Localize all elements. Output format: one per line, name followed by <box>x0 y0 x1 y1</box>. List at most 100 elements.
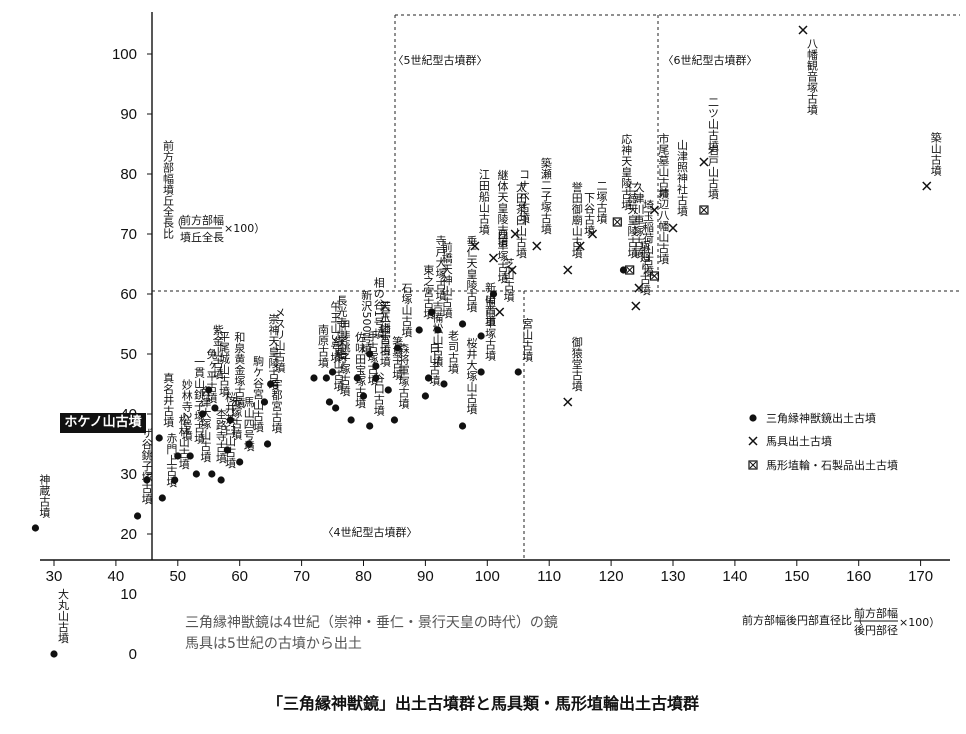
point-dot <box>434 326 442 334</box>
point-name-label: 和泉黄金塚古墳 <box>233 331 246 409</box>
point-dot <box>171 476 179 484</box>
axis-unit-labels: 前方部幅墳丘全長比（前方部幅墳丘全長×100）前方部幅後円部直径比（前方部幅後円… <box>162 139 941 637</box>
point-dot <box>310 374 318 382</box>
point-name-label: 太田茶臼山古墳 <box>515 181 528 259</box>
point-cross <box>798 25 808 35</box>
x-tick-label: 110 <box>537 568 561 585</box>
point-name-label: 老司古墳 <box>446 330 459 375</box>
point-dot <box>458 422 467 430</box>
point-name-label: 寺戸大塚古墳 <box>434 235 447 302</box>
y-tick-label: 0 <box>129 646 137 663</box>
point-name-label: メスリ山古墳 <box>273 307 286 374</box>
point-name-label: 紫金山古墳 <box>211 324 224 380</box>
point-name-label: 会津大塚山古墳 <box>199 385 212 463</box>
point-name-label: 芝山古墳 <box>502 258 515 303</box>
x-tick-label: 30 <box>46 568 63 585</box>
point-name-label: 神蔵古墳 <box>38 473 51 519</box>
x-tick-label: 40 <box>108 568 125 585</box>
point-cross <box>631 301 641 311</box>
point-dot <box>328 368 337 376</box>
era-regions: 〈5世紀型古墳群〉 〈6世紀型古墳群〉〈4世紀型古墳群〉 <box>152 14 960 560</box>
x-tick-label: 100 <box>475 568 500 585</box>
y-tick-label: 90 <box>120 106 137 123</box>
point-name-label: 森将軍塚古墳 <box>397 342 410 410</box>
point-name-label: 備前車塚古墳 <box>484 295 497 362</box>
point-cross <box>699 157 709 167</box>
point-dot <box>353 374 361 382</box>
point-name-label: 若八幡宮古墳 <box>378 301 391 368</box>
point-dot <box>415 326 423 334</box>
point-dot <box>143 476 151 484</box>
point-name-label: 新山古墳 <box>484 281 497 327</box>
point-cross <box>748 436 758 446</box>
x-tick-label: 140 <box>722 568 747 585</box>
x-tick-label: 70 <box>293 568 310 585</box>
point-cross <box>668 223 678 233</box>
point-name-label: 前方部幅墳丘全長比 <box>162 139 175 239</box>
point-dot <box>236 458 244 466</box>
point-name-label: 誉田御廟山古墳 <box>570 180 583 259</box>
point-name-label: コナベ古墳 <box>518 169 531 225</box>
point-name-label: 西車塚古墳 <box>496 229 509 285</box>
point-dot <box>267 380 275 388</box>
point-name-label: 岩戸山古墳 <box>706 143 719 200</box>
point-name-label: 馬山四号墳 <box>242 396 255 452</box>
point-cross <box>587 229 598 239</box>
point-cross <box>649 205 659 215</box>
x-unit-prefix: 前方部幅後円部直径比（ <box>742 613 863 627</box>
point-dot <box>208 470 216 478</box>
point-cross <box>470 241 480 251</box>
y-tick-label: 100 <box>112 46 137 63</box>
point-name-label: 八幡観音塚古墳 <box>805 38 818 116</box>
point-name-label: 手古塚古墳 <box>366 329 379 386</box>
x-tick-label: 170 <box>908 568 933 585</box>
legend-label: 馬具出土古墳 <box>766 434 832 448</box>
point-name-label: 平尾城山古墳 <box>217 331 230 398</box>
point-dot <box>372 362 380 370</box>
hokenoyama-highlight-label: ホケノ山古墳 <box>60 413 146 433</box>
point-dot <box>50 650 58 658</box>
y-unit-bottom: 墳丘全長 <box>180 230 224 244</box>
point-dot <box>366 350 374 358</box>
point-dot <box>158 494 166 502</box>
point-dot <box>749 414 757 422</box>
point-dot <box>366 422 374 430</box>
point-dot <box>359 392 368 400</box>
point-dot <box>133 512 142 520</box>
point-name-label: 桜井茶臼山古墳 <box>224 390 237 469</box>
point-dot <box>155 434 163 442</box>
point-dot <box>421 392 429 400</box>
y-unit-top: 前方部幅 <box>180 213 224 227</box>
x-tick-label: 150 <box>784 568 809 585</box>
point-name-label: 免ヶ平古墳 <box>205 347 218 404</box>
point-name-label: 継体天皇陵古墳 <box>496 168 509 247</box>
x-tick-label: 130 <box>660 568 685 585</box>
data-points <box>31 25 932 658</box>
x-tick-label: 60 <box>231 568 248 585</box>
x-unit-suffix: ×100） <box>899 616 940 629</box>
point-dot <box>263 440 272 448</box>
point-name-label: 二塚古墳 <box>595 180 608 225</box>
point-boxcross <box>748 460 758 470</box>
point-name-label: 宇都宮古墳 <box>270 378 283 434</box>
point-cross <box>510 229 520 239</box>
point-name-label: 江田船山古墳 <box>477 169 490 236</box>
point-dot <box>458 320 467 328</box>
point-name-label: 佐味田宝塚古墳 <box>354 330 367 409</box>
point-dot <box>489 290 498 298</box>
point-dot <box>347 416 355 424</box>
point-name-label: 天王山古墳 <box>378 301 391 357</box>
point-name-label: 赤門上古墳 <box>165 432 178 488</box>
point-name-label: 二ツ山古墳 <box>706 97 719 153</box>
point-cross <box>488 253 499 263</box>
point-name-label: 下谷古墳 <box>583 192 596 237</box>
point-name-label: 相の谷1号墳 <box>372 277 385 340</box>
point-dot <box>31 524 40 532</box>
point-name-label: 一貫山銚子塚古墳 <box>193 356 206 445</box>
point-name-label: 午王山3号墳 <box>329 301 342 364</box>
point-name-label: 南原古墳 <box>316 324 329 369</box>
point-name-label: 御猿堂古墳 <box>570 335 583 392</box>
